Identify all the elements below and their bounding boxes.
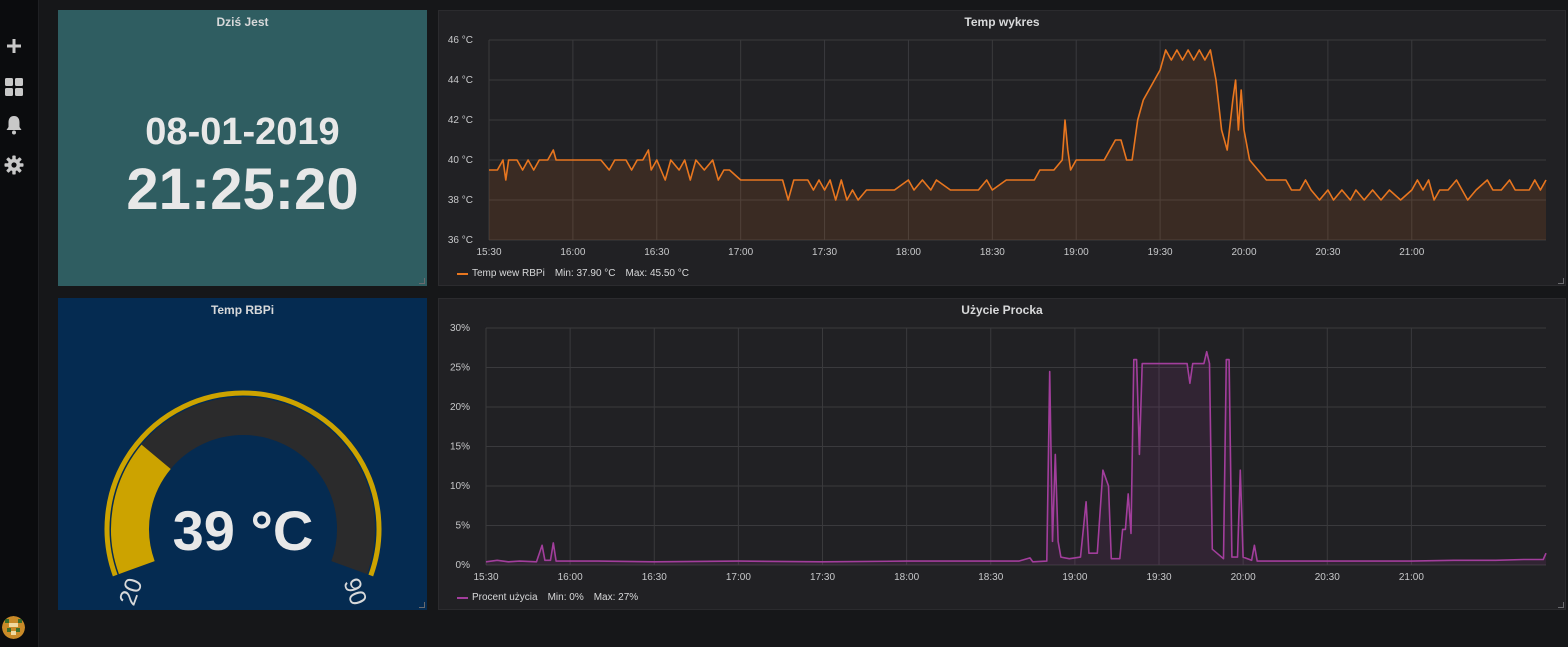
legend-max: Max: 27%: [593, 592, 639, 603]
temp-graph-panel: Temp wykres 36 °C 38 °C 40 °C 42 °C 44 °C 46 …: [438, 10, 1566, 286]
cpu-series-area: [486, 351, 1546, 565]
x-tick-label: 17:30: [810, 572, 835, 583]
panel-title[interactable]: Dziś Jest: [216, 15, 269, 29]
cpu-chart: 0% 5% 10% 15% 20% 25% 30% 15:30 16:00 16:30 17:00 1…: [450, 323, 1547, 583]
x-tick-label: 20:00: [1231, 572, 1256, 583]
y-tick-label: 38 °C: [448, 195, 473, 206]
x-tick-label: 17:30: [812, 247, 837, 258]
temp-legend[interactable]: Temp wew RBPi Min: 37.90 °C Max: 45.50 °…: [457, 268, 689, 279]
legend-series-name[interactable]: Temp wew RBPi: [472, 268, 545, 279]
x-tick-label: 20:30: [1315, 247, 1340, 258]
x-tick-label: 18:30: [980, 247, 1005, 258]
resize-handle[interactable]: [1558, 602, 1564, 608]
x-tick-label: 17:00: [726, 572, 751, 583]
gauge-min-label: 20: [114, 575, 149, 609]
y-tick-label: 10%: [450, 481, 470, 492]
y-tick-label: 15%: [450, 442, 470, 453]
gauge-max-label: 90: [337, 575, 372, 609]
bell-icon[interactable]: [0, 111, 28, 139]
x-tick-label: 16:30: [642, 572, 667, 583]
x-tick-label: 19:00: [1064, 247, 1089, 258]
x-tick-label: 19:30: [1148, 247, 1173, 258]
legend-max: Max: 45.50 °C: [625, 268, 689, 279]
cpu-graph-panel: Użycie Procka 0% 5% 10% 15% 20% 25% 30% 15:30 16…: [438, 298, 1566, 610]
temp-chart: 36 °C 38 °C 40 °C 42 °C 44 °C 46 °C 15:30 16:00…: [448, 35, 1547, 258]
y-tick-label: 46 °C: [448, 35, 473, 46]
panel-title[interactable]: Temp RBPi: [210, 303, 275, 317]
resize-handle[interactable]: [1558, 278, 1564, 284]
dashboards-icon[interactable]: [0, 73, 28, 101]
x-tick-label: 17:00: [728, 247, 753, 258]
y-tick-label: 44 °C: [448, 75, 473, 86]
gauge-chart: 20 90 39 °C: [104, 390, 382, 609]
panel-title[interactable]: Użycie Procka: [961, 303, 1043, 317]
temp-series-area: [489, 50, 1546, 240]
legend-min: Min: 0%: [547, 592, 584, 603]
resize-handle[interactable]: [419, 602, 425, 608]
plus-icon[interactable]: [0, 32, 28, 60]
gauge-value: 39 °C: [173, 499, 314, 562]
resize-handle[interactable]: [419, 278, 425, 284]
clock-panel: Dziś Jest 08-01-2019 21:25:20: [58, 10, 427, 286]
x-tick-label: 18:00: [894, 572, 919, 583]
x-tick-label: 21:00: [1399, 572, 1424, 583]
temp-series-line[interactable]: [489, 49, 1547, 201]
x-tick-label: 20:30: [1315, 572, 1340, 583]
x-tick-label: 15:30: [476, 247, 501, 258]
y-tick-label: 5%: [456, 521, 471, 532]
x-tick-label: 15:30: [473, 572, 498, 583]
cpu-legend[interactable]: Procent użycia Min: 0% Max: 27%: [457, 592, 638, 603]
clock-date: 08-01-2019: [145, 111, 340, 153]
legend-swatch: [457, 272, 468, 275]
gauge-threshold-arc: [104, 390, 382, 577]
x-tick-label: 19:30: [1147, 572, 1172, 583]
y-tick-label: 30%: [450, 323, 470, 334]
panel-title[interactable]: Temp wykres: [964, 15, 1040, 29]
y-tick-label: 40 °C: [448, 155, 473, 166]
legend-swatch: [457, 596, 468, 599]
clock-time: 21:25:20: [126, 157, 359, 222]
y-tick-label: 25%: [450, 363, 470, 374]
legend-min: Min: 37.90 °C: [554, 268, 616, 279]
gear-icon[interactable]: [0, 151, 28, 179]
y-tick-label: 42 °C: [448, 115, 473, 126]
x-tick-label: 16:00: [558, 572, 583, 583]
x-tick-label: 20:00: [1231, 247, 1256, 258]
sidebar: [0, 0, 39, 647]
gauge-panel: Temp RBPi 20 90 39 °C: [58, 298, 427, 610]
y-tick-label: 0%: [456, 560, 471, 571]
x-tick-label: 21:00: [1399, 247, 1424, 258]
y-tick-label: 36 °C: [448, 235, 473, 246]
x-tick-label: 16:30: [644, 247, 669, 258]
cpu-series-line[interactable]: [485, 350, 1547, 563]
x-tick-label: 16:00: [560, 247, 585, 258]
x-tick-label: 18:30: [978, 572, 1003, 583]
x-tick-label: 19:00: [1062, 572, 1087, 583]
gauge-fill: [111, 444, 172, 575]
y-tick-label: 20%: [450, 402, 470, 413]
legend-series-name[interactable]: Procent użycia: [472, 592, 538, 603]
x-tick-label: 18:00: [896, 247, 921, 258]
avatar[interactable]: [2, 616, 25, 639]
